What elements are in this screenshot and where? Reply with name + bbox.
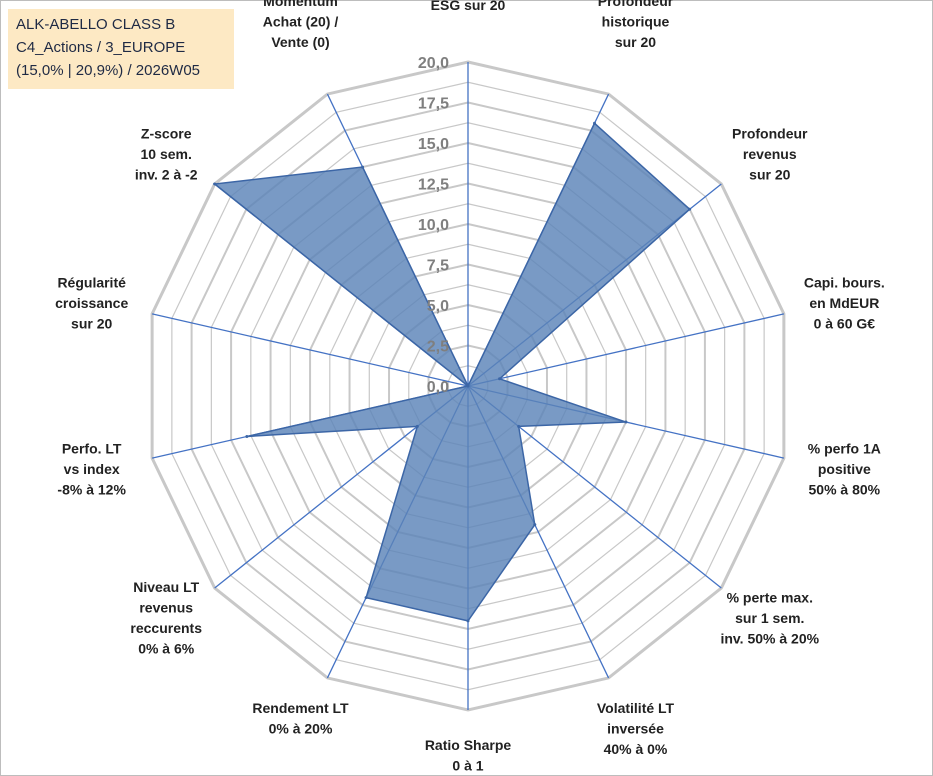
axis-label: Rendement LT 0% à 20% <box>252 700 349 737</box>
axis-label-line: Régularité <box>57 275 126 291</box>
axis-label-line: -8% à 12% <box>57 481 126 497</box>
axis-label-line: inv. 50% à 20% <box>720 630 819 646</box>
axis-label-line: 50% à 80% <box>809 481 881 497</box>
tick-label: 5,0 <box>427 298 449 315</box>
axis-label-line: Rendement LT <box>252 700 349 716</box>
axis-spoke <box>151 313 469 387</box>
tick-label: 20,0 <box>418 55 449 72</box>
axis-label: Momentum Achat (20) / Vente (0) <box>263 0 339 50</box>
radar-series <box>212 121 692 623</box>
axis-label-line: 10 sem. <box>141 146 192 162</box>
badge-line-2: C4_Actions / 3_EUROPE <box>16 39 186 56</box>
badge-line-3: (15,0% | 20,9%) / 2026W05 <box>16 62 200 79</box>
radar-tick-labels: 0,0 2,5 5,0 7,5 10,0 12,5 15,0 17,5 20,0 <box>418 55 449 396</box>
data-point <box>688 207 692 211</box>
axis-label-line: revenus <box>139 600 193 616</box>
axis-label: Niveau LT revenus reccurents 0% à 6% <box>130 579 202 657</box>
tick-label: 10,0 <box>418 217 449 234</box>
axis-label-line: inv. 2 à -2 <box>135 167 198 183</box>
axis-label-line: sur 20 <box>749 167 790 183</box>
axis-label: Profondeur revenus sur 20 <box>732 126 808 183</box>
data-point <box>361 165 365 169</box>
tick-label: 12,5 <box>418 177 449 194</box>
data-point <box>245 434 249 438</box>
axis-label-line: 0 à 60 G€ <box>814 316 876 332</box>
axis-label-line: Volatilité LT <box>597 700 675 716</box>
data-point <box>498 377 502 381</box>
axis-label-line: Profondeur <box>732 126 808 142</box>
axis-label-line: sur 1 sem. <box>735 610 804 626</box>
axis-label-line: % perte max. <box>727 589 813 605</box>
axis-label-line: reccurents <box>130 620 202 636</box>
axis-label-line: historique <box>602 13 670 29</box>
radar-axis-labels: NoteESG sur 20 Profondeur historique sur 20… <box>55 0 885 774</box>
tick-label: 2,5 <box>427 339 449 356</box>
axis-label: % perte max. sur 1 sem. inv. 50% à 20% <box>720 589 819 646</box>
axis-label-line: 0% à 20% <box>269 721 333 737</box>
axis-label-line: Momentum <box>263 0 338 9</box>
axis-label-line: 0% à 6% <box>138 641 195 657</box>
axis-label-line: sur 20 <box>71 316 112 332</box>
data-point <box>364 596 368 600</box>
axis-label: Régularité croissance sur 20 <box>55 275 128 332</box>
data-point <box>466 384 470 388</box>
axis-label-line: ESG sur 20 <box>431 0 506 13</box>
axis-label: Capi. bours. en MdEUR 0 à 60 G€ <box>804 275 885 332</box>
axis-label-line: en MdEUR <box>809 295 879 311</box>
title-badge: ALK-ABELLO CLASS B C4_Actions / 3_EUROPE… <box>8 9 234 89</box>
data-point <box>415 424 419 428</box>
axis-label-line: Profondeur <box>598 0 674 9</box>
tick-label: 0,0 <box>427 379 449 396</box>
axis-label-line: vs index <box>64 461 120 477</box>
data-point <box>533 523 537 527</box>
axis-label: Ratio Sharpe 0 à 1 <box>425 737 512 774</box>
axis-label-line: Perfo. LT <box>62 440 122 456</box>
tick-label: 15,0 <box>418 136 449 153</box>
axis-label: Profondeur historique sur 20 <box>598 0 674 50</box>
axis-label-line: Ratio Sharpe <box>425 737 512 753</box>
axis-label-line: inversée <box>607 721 664 737</box>
axis-label-line: positive <box>818 461 871 477</box>
data-point <box>624 420 628 424</box>
badge-line-1: ALK-ABELLO CLASS B <box>16 16 176 33</box>
axis-label-line: 0 à 1 <box>452 758 483 774</box>
axis-label-line: Capi. bours. <box>804 275 885 291</box>
axis-label-line: % perfo 1A <box>808 440 881 456</box>
axis-label-line: 40% à 0% <box>604 741 668 757</box>
axis-label: % perfo 1A positive 50% à 80% <box>808 440 881 497</box>
tick-label: 17,5 <box>418 96 449 113</box>
axis-label-line: revenus <box>743 146 797 162</box>
axis-label: NoteESG sur 20 <box>431 0 506 13</box>
data-point <box>593 121 597 125</box>
axis-spoke <box>467 313 785 387</box>
axis-label-line: Z-score <box>141 126 192 142</box>
data-point <box>213 182 217 186</box>
tick-label: 7,5 <box>427 258 449 275</box>
axis-label-line: Vente (0) <box>271 34 329 50</box>
series-area <box>212 122 691 622</box>
axis-label: Perfo. LT vs index -8% à 12% <box>57 440 126 497</box>
axis-label-line: Achat (20) / <box>263 13 339 29</box>
axis-label: Z-score 10 sem. inv. 2 à -2 <box>135 126 198 183</box>
axis-label: Volatilité LT inversée 40% à 0% <box>597 700 675 757</box>
data-point <box>466 619 470 623</box>
axis-label-line: sur 20 <box>615 34 656 50</box>
data-point <box>517 424 521 428</box>
axis-label-line: Niveau LT <box>133 579 199 595</box>
axis-label-line: croissance <box>55 295 128 311</box>
